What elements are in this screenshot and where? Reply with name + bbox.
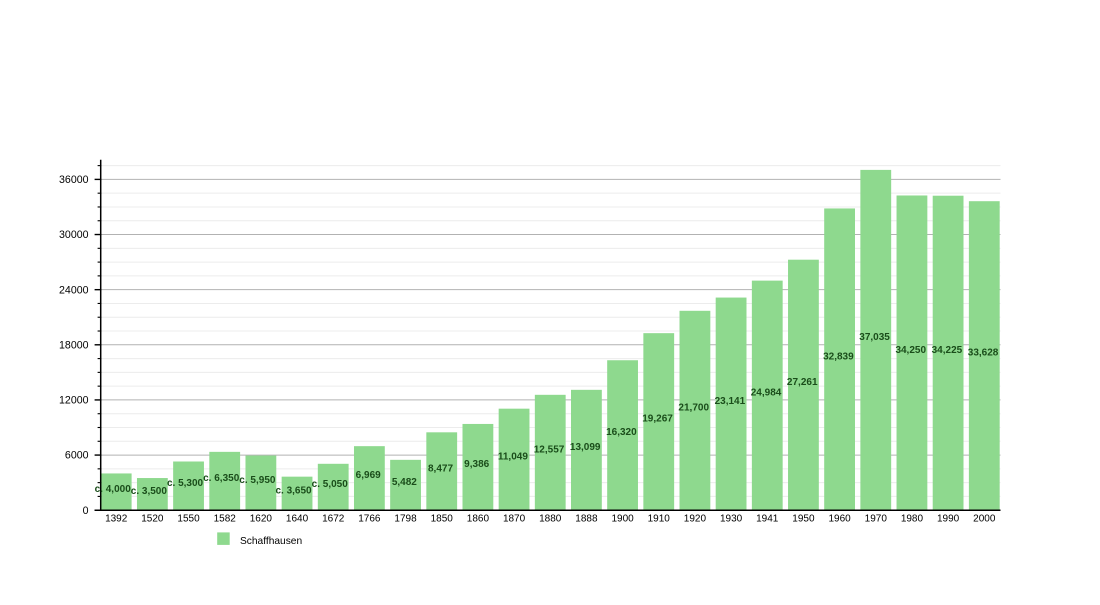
svg-text:1766: 1766 bbox=[358, 513, 381, 524]
svg-text:12,557: 12,557 bbox=[534, 445, 565, 456]
svg-text:32,839: 32,839 bbox=[823, 351, 854, 362]
svg-text:30000: 30000 bbox=[59, 229, 89, 241]
svg-text:1990: 1990 bbox=[937, 513, 960, 524]
svg-text:1900: 1900 bbox=[611, 513, 634, 524]
svg-text:11,049: 11,049 bbox=[498, 451, 528, 462]
svg-text:6000: 6000 bbox=[65, 450, 89, 462]
svg-text:23,141: 23,141 bbox=[715, 396, 746, 407]
svg-text:c. 5,950: c. 5,950 bbox=[239, 475, 276, 486]
svg-text:27,261: 27,261 bbox=[787, 377, 818, 388]
svg-text:1960: 1960 bbox=[828, 513, 851, 524]
svg-text:13,099: 13,099 bbox=[570, 442, 601, 453]
svg-text:1941: 1941 bbox=[756, 513, 779, 524]
svg-text:8,477: 8,477 bbox=[428, 463, 453, 474]
svg-text:1672: 1672 bbox=[322, 513, 345, 524]
svg-text:Schaffhausen: Schaffhausen bbox=[240, 536, 302, 547]
svg-text:24,984: 24,984 bbox=[751, 387, 782, 398]
svg-text:1850: 1850 bbox=[431, 513, 454, 524]
svg-text:1798: 1798 bbox=[394, 513, 417, 524]
svg-text:34,250: 34,250 bbox=[895, 345, 926, 356]
svg-text:18000: 18000 bbox=[59, 339, 89, 351]
svg-text:12000: 12000 bbox=[59, 395, 89, 407]
svg-text:9,386: 9,386 bbox=[464, 459, 489, 470]
svg-text:1550: 1550 bbox=[177, 513, 200, 524]
svg-text:c. 5,050: c. 5,050 bbox=[312, 479, 349, 490]
svg-text:1582: 1582 bbox=[214, 513, 237, 524]
svg-text:19,267: 19,267 bbox=[642, 414, 673, 425]
svg-text:1860: 1860 bbox=[467, 513, 490, 524]
svg-text:1970: 1970 bbox=[865, 513, 888, 524]
svg-text:c. 5,300: c. 5,300 bbox=[167, 478, 204, 489]
svg-text:24000: 24000 bbox=[59, 284, 89, 296]
svg-text:1392: 1392 bbox=[105, 513, 128, 524]
svg-text:c. 3,500: c. 3,500 bbox=[131, 486, 168, 497]
svg-text:36000: 36000 bbox=[59, 174, 89, 186]
svg-text:1930: 1930 bbox=[720, 513, 743, 524]
svg-text:0: 0 bbox=[83, 505, 89, 517]
svg-text:c. 4,000: c. 4,000 bbox=[95, 484, 132, 495]
svg-text:21,700: 21,700 bbox=[678, 403, 709, 414]
svg-text:1640: 1640 bbox=[286, 513, 309, 524]
svg-text:1888: 1888 bbox=[575, 513, 598, 524]
svg-text:16,320: 16,320 bbox=[606, 427, 637, 438]
svg-text:34,225: 34,225 bbox=[932, 345, 963, 356]
svg-text:2000: 2000 bbox=[973, 513, 996, 524]
svg-text:c. 3,650: c. 3,650 bbox=[275, 485, 312, 496]
svg-text:1910: 1910 bbox=[648, 513, 671, 524]
svg-text:1880: 1880 bbox=[539, 513, 562, 524]
svg-text:5,482: 5,482 bbox=[392, 477, 417, 488]
svg-text:1870: 1870 bbox=[503, 513, 526, 524]
svg-text:6,969: 6,969 bbox=[356, 470, 381, 481]
svg-text:1620: 1620 bbox=[250, 513, 273, 524]
svg-text:33,628: 33,628 bbox=[968, 348, 999, 359]
svg-text:1520: 1520 bbox=[141, 513, 164, 524]
svg-text:37,035: 37,035 bbox=[859, 332, 890, 343]
svg-text:1980: 1980 bbox=[901, 513, 924, 524]
svg-text:1920: 1920 bbox=[684, 513, 707, 524]
svg-text:c. 6,350: c. 6,350 bbox=[203, 473, 240, 484]
svg-text:1950: 1950 bbox=[792, 513, 815, 524]
